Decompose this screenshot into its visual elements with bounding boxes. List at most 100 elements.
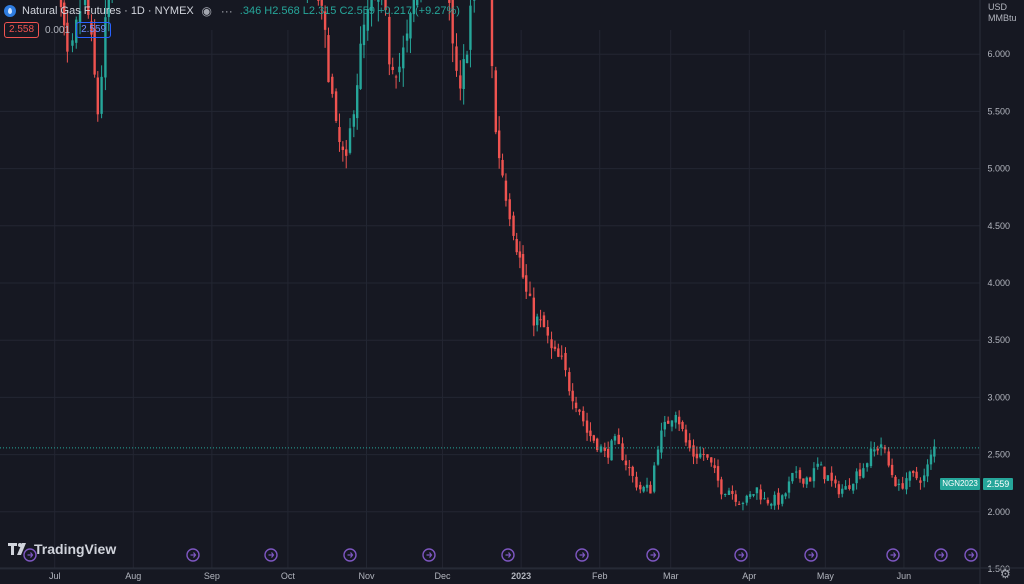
candle-body bbox=[377, 0, 379, 2]
candle-body bbox=[667, 421, 669, 424]
candle-body bbox=[657, 449, 659, 464]
candle-body bbox=[830, 473, 832, 481]
candle-body bbox=[817, 464, 819, 467]
candle-body bbox=[773, 495, 775, 506]
candle-body bbox=[898, 484, 900, 485]
candle-body bbox=[491, 0, 493, 66]
candle-body bbox=[923, 475, 925, 481]
candle-body bbox=[795, 472, 797, 473]
candle-body bbox=[97, 77, 99, 114]
candle-body bbox=[639, 485, 641, 489]
candle-body bbox=[649, 485, 651, 494]
currency-unit-selector[interactable]: USD MMBtu bbox=[988, 2, 1017, 24]
bid-price[interactable]: 2.558 bbox=[4, 22, 39, 38]
candle-body bbox=[784, 493, 786, 496]
candle-body bbox=[689, 440, 691, 448]
candle-body bbox=[388, 17, 390, 64]
candle-body bbox=[539, 319, 541, 320]
candle-body bbox=[522, 254, 524, 277]
candle-body bbox=[696, 454, 698, 458]
candle-body bbox=[363, 25, 365, 45]
candle-body bbox=[342, 147, 344, 150]
candle-body bbox=[593, 435, 595, 440]
candle-body bbox=[327, 35, 329, 82]
candle-body bbox=[469, 6, 471, 50]
ask-price[interactable]: 2.559 bbox=[76, 22, 111, 38]
candle-body bbox=[919, 480, 921, 482]
unit-label: MMBtu bbox=[988, 13, 1017, 24]
x-tick-label: Dec bbox=[435, 571, 452, 581]
candle-body bbox=[568, 372, 570, 391]
candle-body bbox=[331, 77, 333, 94]
candle-body bbox=[799, 470, 801, 479]
candle-body bbox=[724, 494, 726, 495]
candle-body bbox=[473, 0, 475, 1]
candle-body bbox=[398, 67, 400, 73]
bid-ask-bar: 2.558 0.001 2.559 bbox=[4, 22, 111, 38]
candle-body bbox=[642, 487, 644, 492]
event-marker-arrow bbox=[348, 553, 353, 558]
event-marker-arrow bbox=[269, 553, 274, 558]
candle-body bbox=[392, 67, 394, 70]
candle-body bbox=[519, 251, 521, 257]
candle-body bbox=[930, 455, 932, 465]
candle-body bbox=[720, 479, 722, 494]
gear-icon[interactable]: ⚙ bbox=[1000, 568, 1012, 580]
candle-body bbox=[767, 500, 769, 503]
candle-body bbox=[631, 467, 633, 476]
candle-body bbox=[495, 70, 497, 132]
event-marker-arrow bbox=[651, 553, 656, 558]
candle-body bbox=[395, 76, 397, 77]
candle-body bbox=[866, 463, 868, 467]
ohlc-readout: .346 H2.568 L2.315 C2.559 +0.217 (+9.27%… bbox=[240, 5, 460, 17]
x-tick-label: Jul bbox=[49, 571, 61, 581]
candle-body bbox=[702, 454, 704, 455]
chart-header: Natural Gas Futures · 1D · NYMEX ◉ ··· .… bbox=[4, 3, 460, 19]
event-marker-arrow bbox=[939, 553, 944, 558]
candle-body bbox=[681, 422, 683, 429]
x-tick-label: Aug bbox=[125, 571, 141, 581]
candle-body bbox=[717, 466, 719, 481]
symbol-title[interactable]: Natural Gas Futures · 1D · NYMEX bbox=[22, 5, 194, 17]
candle-body bbox=[873, 449, 875, 451]
candle-body bbox=[777, 493, 779, 505]
candle-body bbox=[554, 347, 556, 349]
candle-body bbox=[501, 160, 503, 176]
candle-body bbox=[752, 494, 754, 496]
event-marker-arrow bbox=[969, 553, 974, 558]
x-tick-label: Feb bbox=[592, 571, 608, 581]
event-marker-arrow bbox=[506, 553, 511, 558]
candle-body bbox=[459, 75, 461, 88]
y-tick-label: 2.500 bbox=[987, 450, 1010, 460]
candle-body bbox=[564, 353, 566, 370]
candle-body bbox=[862, 468, 864, 478]
candle-body bbox=[742, 503, 744, 504]
candle-body bbox=[317, 0, 319, 1]
candle-body bbox=[557, 348, 559, 356]
candle-body bbox=[589, 431, 591, 436]
candle-body bbox=[827, 475, 829, 481]
y-tick-label: 3.500 bbox=[987, 335, 1010, 345]
gas-flame-icon bbox=[4, 5, 16, 17]
candle-body bbox=[791, 473, 793, 481]
candle-body bbox=[844, 486, 846, 489]
currency-label: USD bbox=[988, 2, 1017, 13]
candle-body bbox=[505, 181, 507, 201]
event-marker-arrow bbox=[891, 553, 896, 558]
candle-body bbox=[71, 40, 73, 45]
y-tick-label: 5.000 bbox=[987, 164, 1010, 174]
candle-body bbox=[756, 487, 758, 493]
more-dots-icon[interactable]: ··· bbox=[220, 4, 234, 18]
candle-body bbox=[926, 464, 928, 476]
candle-body bbox=[335, 91, 337, 121]
candle-body bbox=[746, 496, 748, 503]
candle-body bbox=[406, 34, 408, 41]
tradingview-logo[interactable]: TradingView bbox=[8, 541, 116, 557]
candle-body bbox=[625, 461, 627, 466]
eye-icon[interactable]: ◉ bbox=[200, 4, 214, 18]
candle-body bbox=[646, 485, 648, 488]
symbol-badge: NGN2023 bbox=[940, 478, 980, 490]
candle-body bbox=[915, 472, 917, 478]
candle-body bbox=[699, 454, 701, 458]
